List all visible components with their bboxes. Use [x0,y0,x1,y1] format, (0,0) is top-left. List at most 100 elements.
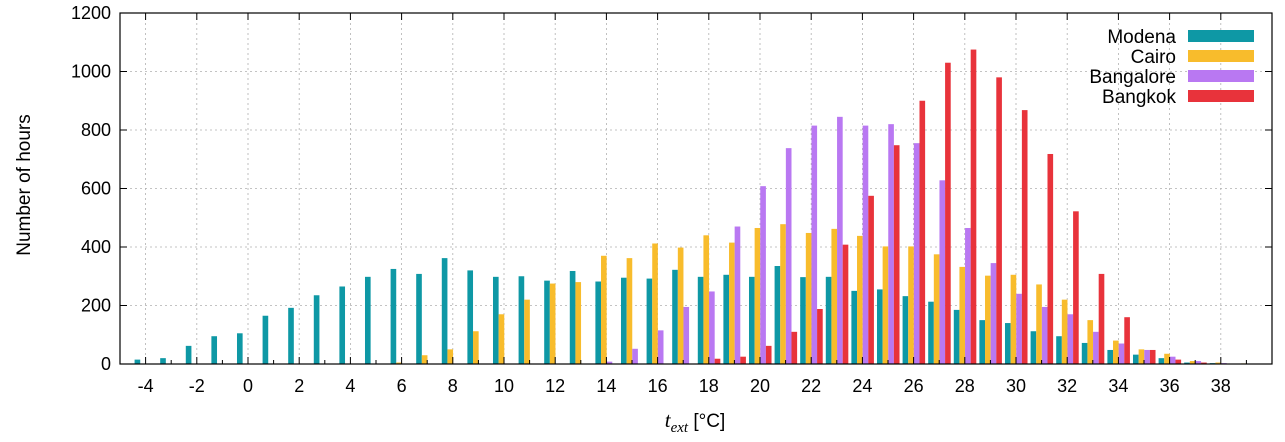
x-tick-label: 6 [397,376,407,396]
bar-modena [1082,343,1088,364]
bar-modena [979,320,985,364]
bar-cairo [1062,300,1068,364]
x-tick-label: 28 [955,376,975,396]
bar-modena [339,286,345,364]
bar-cairo [601,256,607,364]
y-tick-label: 200 [81,296,111,316]
x-tick-label: 16 [648,376,668,396]
bar-bangkok [868,196,874,364]
bar-modena [647,279,653,364]
bar-modena [826,277,832,364]
x-tick-label: 32 [1057,376,1077,396]
y-tick-label: 600 [81,179,111,199]
bar-modena [800,277,806,364]
bar-cairo [422,355,428,364]
bar-bangkok [919,101,925,364]
y-tick-label: 1200 [71,3,111,23]
x-tick-label: 10 [494,376,514,396]
x-tick-label: 26 [904,376,924,396]
bar-cairo [959,267,965,364]
y-tick-label: 800 [81,120,111,140]
bar-bangkok [1047,154,1053,364]
bar-bangkok [894,145,900,364]
bar-modena [365,277,371,364]
bar-modena [672,270,678,364]
bar-bangalore [658,330,664,364]
x-tick-label: 36 [1160,376,1180,396]
bar-modena [467,270,473,364]
bar-cairo [575,282,581,364]
bar-modena [877,289,883,364]
bar-modena [775,266,781,364]
bar-modena [1159,358,1165,364]
x-axis-label-sub: ext [671,420,689,436]
bar-bangalore [837,117,843,364]
bar-cairo [550,284,556,364]
bar-bangkok [1073,211,1079,364]
bar-bangalore [1144,350,1150,364]
legend-label-cairo: Cairo [1131,47,1176,68]
bar-bangalore [735,227,741,364]
legend-swatch-bangkok [1188,90,1254,102]
bar-cairo [627,258,633,364]
bar-bangkok [791,332,797,364]
x-tick-label: 38 [1211,376,1231,396]
bar-bangalore [1042,307,1048,364]
bar-cairo [1113,341,1119,364]
bar-bangalore [1119,344,1125,364]
bar-bangalore [1067,314,1073,364]
bar-cairo [473,331,479,364]
bar-bangalore [914,143,920,364]
bar-cairo [678,248,684,364]
bar-bangalore [888,124,894,364]
bar-modena [621,278,627,364]
bar-modena [263,316,269,364]
x-axis-label-unit: [°C] [688,411,725,432]
legend-label-bangalore: Bangalore [1089,67,1176,88]
legend-swatch-modena [1188,30,1254,42]
bar-bangalore [991,263,997,364]
bar-cairo [447,349,453,364]
bar-bangkok [1150,350,1156,364]
x-tick-label: -4 [138,376,154,396]
bar-modena [1133,355,1139,364]
bar-modena [1056,336,1062,364]
bar-modena [723,275,729,364]
x-tick-label: 20 [750,376,770,396]
bar-modena [288,308,294,364]
bar-bangkok [945,63,951,364]
bar-bangalore [709,291,715,364]
bar-modena [391,269,397,364]
bar-bangkok [715,359,721,364]
bar-bangalore [632,349,638,364]
bar-modena [1107,350,1113,364]
bar-modena [544,281,550,364]
bar-modena [519,276,525,364]
legend-label-bangkok: Bangkok [1102,87,1176,108]
bar-cairo [524,300,530,364]
bar-bangalore [863,126,869,364]
bar-bangkok [1022,110,1028,364]
x-tick-label: 18 [699,376,719,396]
bar-modena [493,277,499,364]
bar-cairo [780,224,786,364]
bar-modena [903,296,909,364]
bar-bangalore [939,180,945,364]
bar-cairo [499,314,505,364]
bar-modena [314,295,320,364]
x-tick-label: -2 [189,376,205,396]
y-tick-label: 400 [81,237,111,257]
bar-cairo [1036,284,1042,364]
x-tick-label: 30 [1006,376,1026,396]
bar-cairo [908,246,914,364]
bar-cairo [755,228,761,364]
bar-modena [237,333,243,364]
bar-modena [186,346,192,364]
bar-bangkok [740,357,746,364]
x-axis-label: text [°C] [665,408,725,436]
bars [135,50,1247,364]
bar-cairo [729,243,735,364]
x-tick-label: 0 [243,376,253,396]
bar-bangalore [1016,294,1022,364]
bar-cairo [652,243,658,364]
